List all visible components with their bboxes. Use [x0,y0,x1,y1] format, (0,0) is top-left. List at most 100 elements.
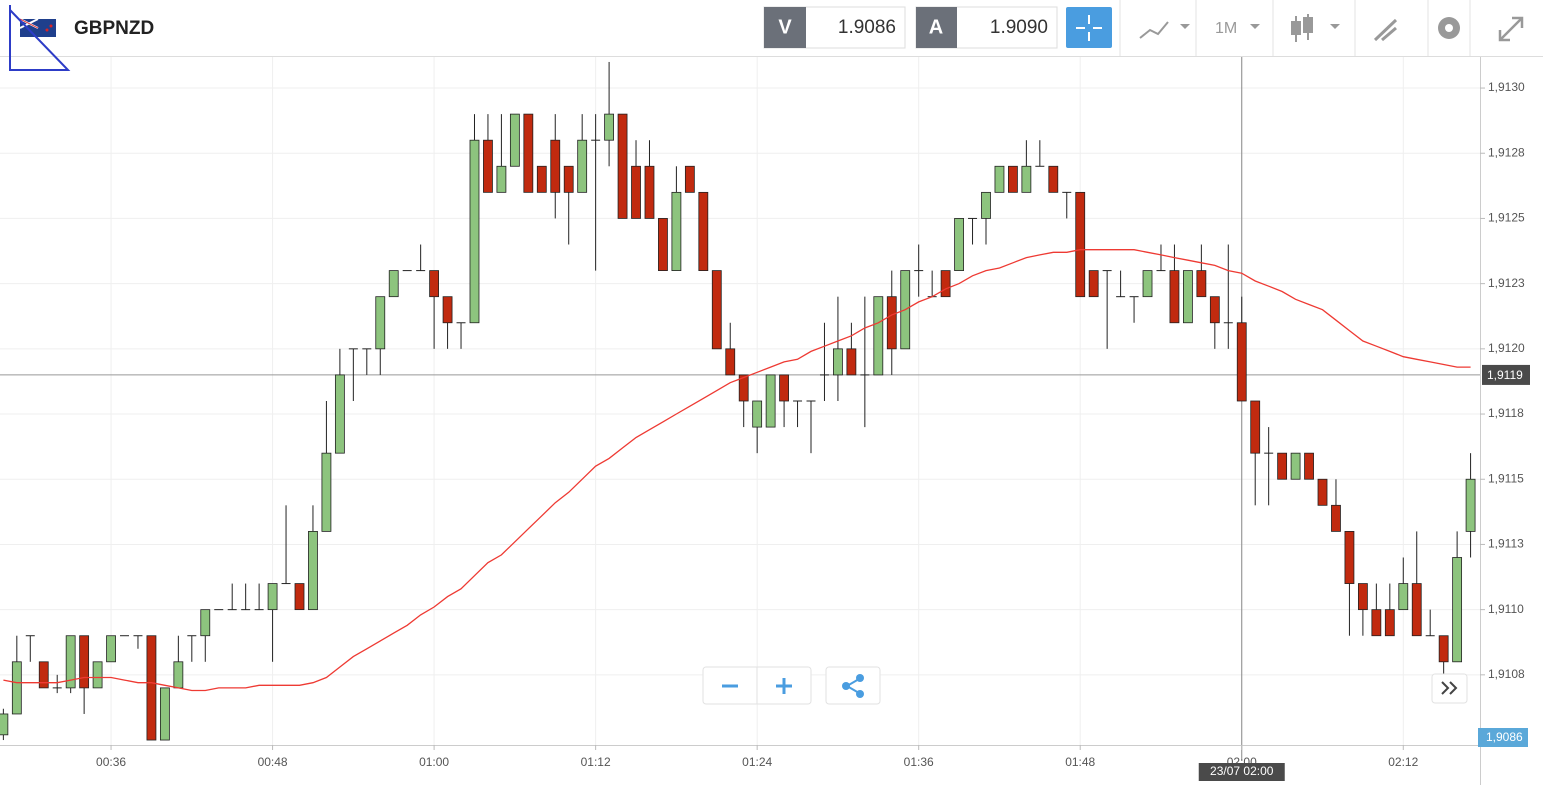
candle-body [321,452,332,532]
candle-body [483,139,493,193]
flag [19,18,56,37]
candle-body [779,374,789,402]
x-tick-label: 01:48 [1065,755,1095,769]
candle-body [1075,191,1086,298]
candle-body [388,270,399,298]
bid-button[interactable]: V 1.9086 [763,6,906,49]
candle-body [1021,165,1032,193]
candle-body [38,661,49,689]
y-tick-label: 1,9118 [1488,406,1524,420]
candle-body [1088,270,1099,298]
y-tick-label: 1,9120 [1488,341,1525,355]
candle-body [765,374,776,428]
candle-body [981,191,991,219]
ask-tag: A [929,16,943,38]
candle-body [267,583,278,611]
selection-outline [9,5,71,71]
x-tick-label: 01:24 [742,755,772,769]
scroll-right-button[interactable] [1431,673,1468,704]
candle-body [698,191,709,271]
moving-average-line [3,249,1471,692]
candle-body [0,713,9,736]
candle-body [1183,270,1193,324]
candle-body [644,165,655,219]
candle-body [738,374,749,402]
bid-marker: 1,9086 [1478,728,1528,747]
candle-body [658,218,668,271]
candle-body [308,531,318,611]
candle-body [1290,452,1301,480]
toolbar-separators [1119,0,1471,56]
chart-type-button[interactable] [1139,21,1190,39]
crosshair-x-label-box [1198,763,1285,781]
bid-tag: V [778,16,792,38]
y-tick-label: 1,9123 [1488,276,1525,290]
candle-style-button[interactable] [1291,14,1340,42]
x-tick-label: 01:00 [419,755,449,769]
candle-body [65,635,76,689]
y-tick-label: 1,9108 [1488,667,1525,681]
candle-body [954,218,964,271]
candle-body [294,583,305,611]
candle-body [173,661,184,689]
candle-body [1169,270,1180,324]
candle-body [1452,557,1463,663]
candle-body [429,270,440,298]
candle-body [1411,583,1422,637]
candle-body [1331,504,1341,532]
candle-body [1304,452,1314,480]
candle-body [146,635,157,741]
crosshair-button[interactable] [1066,7,1112,48]
candle-body [469,139,480,324]
crosshair-x-label: 23/07 02:00 [1210,764,1274,778]
candle-body [725,348,736,376]
y-tick-label: 1,9115 [1488,471,1524,485]
candle-body [1384,609,1395,637]
symbol-title: GBPNZD [74,18,154,39]
zoom-in-button[interactable] [776,678,792,694]
ask-button[interactable]: A 1.9090 [915,6,1058,49]
candle-body [159,687,170,741]
candle-body [106,635,116,663]
candle-body [940,270,951,298]
candle-body [1465,478,1476,532]
y-tick-label: 1,9113 [1488,537,1524,551]
crosshair-y-label: 1,9119 [1487,368,1523,382]
x-tick-label: 02:12 [1388,755,1418,769]
candle-body [1344,531,1355,584]
candle-body [442,296,453,324]
candle-body [509,113,520,167]
bid-marker-label: 1,9086 [1486,730,1523,744]
bid-price: 1.9086 [838,17,896,38]
settings-button[interactable] [1438,17,1460,39]
candle-body [631,165,641,219]
candle-body [846,348,857,376]
candle-body [550,139,561,193]
candle-body [1196,270,1207,298]
x-tick-label: 01:36 [904,755,934,769]
candle-body [1317,478,1328,506]
candle-body [1277,452,1288,480]
candle-body [1438,635,1449,663]
candle-body [11,661,22,715]
timeframe-button[interactable]: 1M [1215,20,1260,37]
drawing-tools-button[interactable] [1373,18,1398,42]
candle-body [200,609,211,637]
candle-body [684,165,695,193]
share-button[interactable] [825,666,881,705]
candle-body [1236,322,1247,402]
candle-body [496,165,507,193]
candle-body [711,270,722,350]
candle-body [92,661,103,689]
x-tick-label: 00:36 [96,755,126,769]
candle-body [1250,400,1261,454]
candle-body [1209,296,1220,324]
candle-body [375,296,386,350]
candle-body [994,165,1005,193]
x-tick-label: 00:48 [258,755,288,769]
candle-body [1398,583,1409,611]
candle-body [617,113,628,219]
fullscreen-button[interactable] [1498,16,1524,42]
candle-body [604,113,614,141]
